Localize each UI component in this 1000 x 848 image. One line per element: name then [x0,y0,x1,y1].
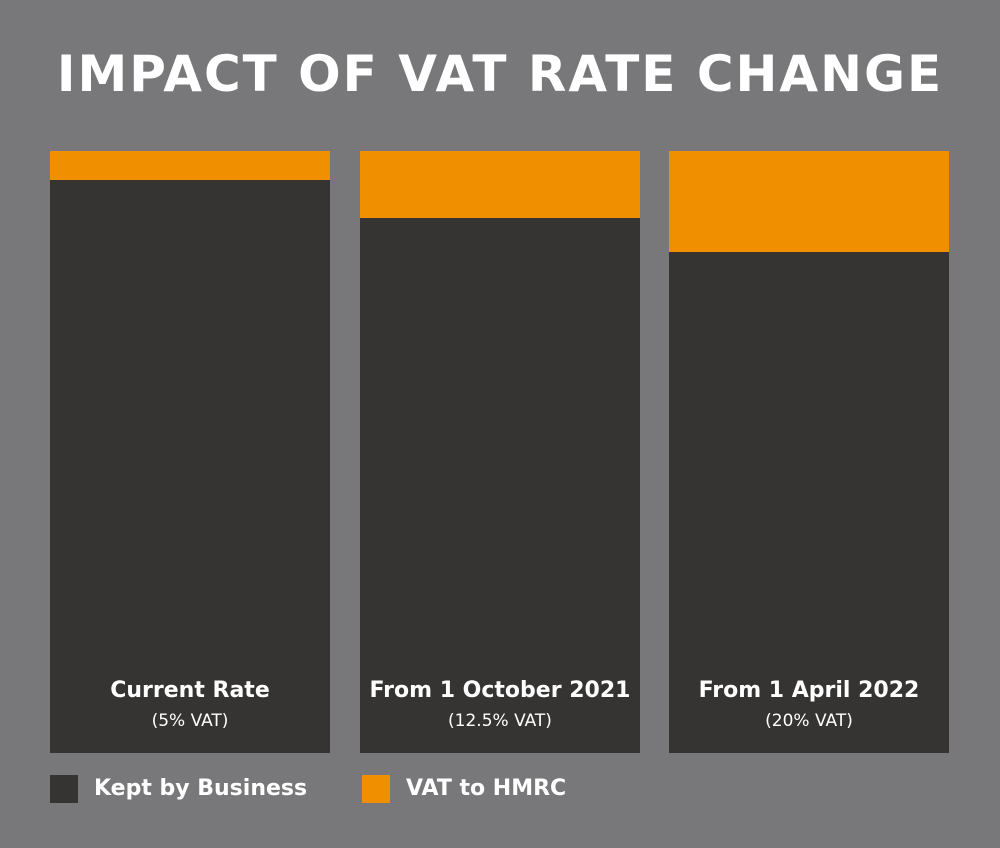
legend-item-vat-to-hmrc: VAT to HMRC [362,774,566,804]
legend-label: VAT to HMRC [406,776,567,801]
chart-title: IMPACT OF VAT RATE CHANGE [56,45,944,103]
category-label: Current Rate [110,678,270,703]
legend-label: Kept by Business [94,776,308,801]
legend-item-kept-by-business: Kept by Business [50,774,307,804]
vat-segment-from-1-october-2021 [360,151,640,218]
bar-from-1-october-2021: From 1 October 2021 (12.5% VAT) [360,151,640,753]
bar-current-rate: Current Rate (5% VAT) [50,151,330,753]
bar-from-1-april-2022: From 1 April 2022 (20% VAT) [669,151,949,753]
vat-segment-from-1-april-2022 [669,151,949,252]
vat-segment-current-rate [50,151,330,180]
category-sublabel: (5% VAT) [151,711,229,731]
category-label: From 1 April 2022 [698,678,920,703]
legend-swatch-kept-by-business [50,775,78,803]
category-sublabel: (20% VAT) [765,711,853,731]
legend-swatch-vat-to-hmrc [362,775,390,803]
category-sublabel: (12.5% VAT) [448,711,552,731]
category-label: From 1 October 2021 [369,678,631,703]
